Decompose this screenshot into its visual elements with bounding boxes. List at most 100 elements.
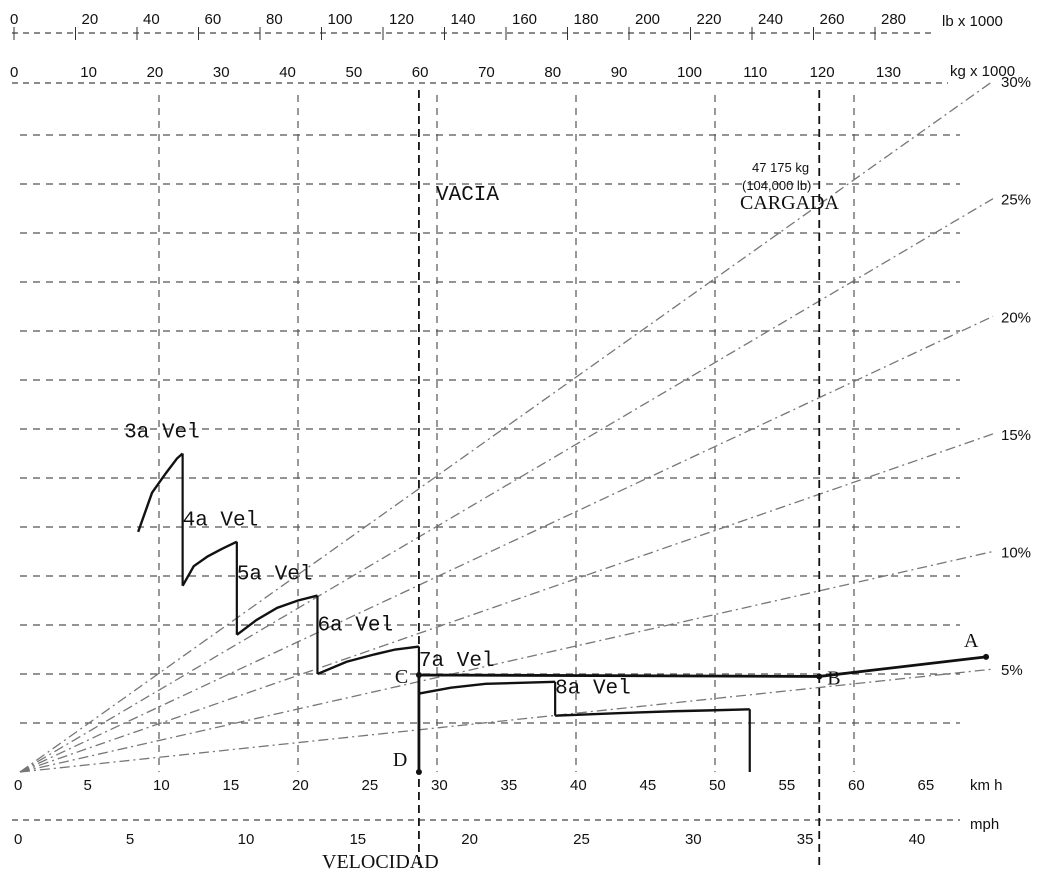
- load-line: [19, 198, 994, 773]
- tick-label-kmh: 30: [431, 777, 448, 794]
- labels: lb x 1000 kg x 1000 km h mph VELOCIDAD V…: [10, 11, 1031, 873]
- top-unit-kg: kg x 1000: [950, 63, 1015, 80]
- tick-label-mph: 40: [909, 831, 926, 848]
- tick-label-lb: 220: [697, 11, 722, 28]
- tick-label-kmh: 25: [362, 777, 379, 794]
- gear-curves: [137, 452, 751, 772]
- tick-label-lb: 140: [451, 11, 476, 28]
- load-line-label: 5%: [1001, 662, 1023, 679]
- path-point-label: C: [395, 666, 408, 688]
- gear-curve: [316, 645, 420, 676]
- annotation-load-lb: (104,000 lb): [742, 178, 811, 193]
- gear-label: 8a Vel: [555, 677, 631, 700]
- path-point: [983, 653, 990, 660]
- gear-curve: [137, 452, 184, 533]
- load-line-label: 10%: [1001, 545, 1031, 562]
- tick-label-mph: 30: [685, 831, 702, 848]
- tick-label-mph: 15: [349, 831, 366, 848]
- tick-label-mph: 20: [461, 831, 478, 848]
- tick-label-kmh: 65: [918, 777, 935, 794]
- path-point: [415, 671, 422, 678]
- tick-label-mph: 0: [14, 831, 22, 848]
- annotation-vacia: VACIA: [436, 184, 499, 207]
- operating-path: [415, 90, 990, 865]
- gear-label: 5a Vel: [237, 564, 313, 587]
- tick-label-kmh: 40: [570, 777, 587, 794]
- tick-label-kg: 110: [743, 64, 767, 81]
- tick-label-lb: 40: [143, 11, 160, 28]
- tick-label-kg: 80: [544, 64, 561, 81]
- tick-label-kmh: 5: [84, 777, 92, 794]
- load-line: [19, 80, 994, 773]
- tick-label-mph: 25: [573, 831, 590, 848]
- tick-label-kg: 0: [10, 64, 18, 81]
- tick-label-kmh: 50: [709, 777, 726, 794]
- tick-label-lb: 120: [389, 11, 414, 28]
- tick-label-mph: 5: [126, 831, 134, 848]
- load-line-label: 15%: [1001, 427, 1031, 444]
- path-point-label: B: [827, 667, 840, 689]
- tick-label-kg: 20: [147, 64, 164, 81]
- tick-label-lb: 160: [512, 11, 537, 28]
- path-point-label: D: [393, 749, 407, 771]
- tick-label-lb: 60: [205, 11, 222, 28]
- annotation-cargada: CARGADA: [740, 192, 839, 214]
- tick-label-lb: 200: [635, 11, 660, 28]
- gear-label: 3a Vel: [124, 422, 200, 445]
- tick-label-kg: 70: [478, 64, 495, 81]
- tick-label-kmh: 35: [501, 777, 518, 794]
- x-axis-title: VELOCIDAD: [322, 851, 439, 873]
- path-point-label: A: [964, 630, 979, 652]
- gear-curve: [181, 540, 238, 587]
- tick-label-lb: 180: [574, 11, 599, 28]
- load-line: [19, 550, 994, 773]
- tick-label-kg: 130: [876, 64, 901, 81]
- tick-label-kmh: 0: [14, 777, 22, 794]
- load-line-label: 20%: [1001, 309, 1031, 326]
- tick-label-kg: 10: [80, 64, 97, 81]
- tick-label-lb: 0: [10, 11, 18, 28]
- tick-label-kmh: 60: [848, 777, 865, 794]
- tick-label-lb: 20: [82, 11, 99, 28]
- operating-path-line: [417, 655, 987, 772]
- load-line-label: 25%: [1001, 192, 1031, 209]
- load-line: [19, 433, 994, 773]
- tick-label-lb: 260: [820, 11, 845, 28]
- tick-label-kg: 60: [412, 64, 429, 81]
- gear-curve: [418, 680, 556, 695]
- tick-label-kmh: 20: [292, 777, 309, 794]
- tick-label-kg: 50: [346, 64, 363, 81]
- tick-label-kg: 40: [279, 64, 296, 81]
- load-line-label: 30%: [1001, 74, 1031, 91]
- tick-label-kg: 120: [810, 64, 835, 81]
- x-unit-mph: mph: [970, 816, 999, 833]
- gear-curve: [236, 594, 318, 636]
- tick-label-kmh: 55: [779, 777, 796, 794]
- load-line: [19, 315, 994, 773]
- tick-label-lb: 80: [266, 11, 283, 28]
- tick-label-mph: 10: [238, 831, 255, 848]
- tick-label-kmh: 15: [223, 777, 240, 794]
- grid: [12, 27, 960, 821]
- tick-label-lb: 240: [758, 11, 783, 28]
- tick-label-lb: 280: [881, 11, 906, 28]
- path-point: [816, 673, 823, 680]
- tick-label-kmh: 45: [640, 777, 657, 794]
- gear-curve: [555, 708, 750, 717]
- path-point: [415, 769, 422, 775]
- tick-label-kg: 30: [213, 64, 230, 81]
- tick-label-mph: 35: [797, 831, 814, 848]
- tick-label-kmh: 10: [153, 777, 170, 794]
- gear-label: 6a Vel: [317, 615, 393, 638]
- load-line: [19, 668, 994, 773]
- tick-label-lb: 100: [328, 11, 353, 28]
- gear-label: 7a Vel: [419, 650, 495, 673]
- load-lines: [19, 80, 994, 773]
- tick-label-kg: 100: [677, 64, 702, 81]
- tick-label-kg: 90: [611, 64, 628, 81]
- x-unit-kmh: km h: [970, 777, 1003, 794]
- gear-label: 4a Vel: [183, 510, 259, 533]
- top-unit-lb: lb x 1000: [942, 13, 1003, 30]
- annotation-load-kg: 47 175 kg: [752, 160, 809, 175]
